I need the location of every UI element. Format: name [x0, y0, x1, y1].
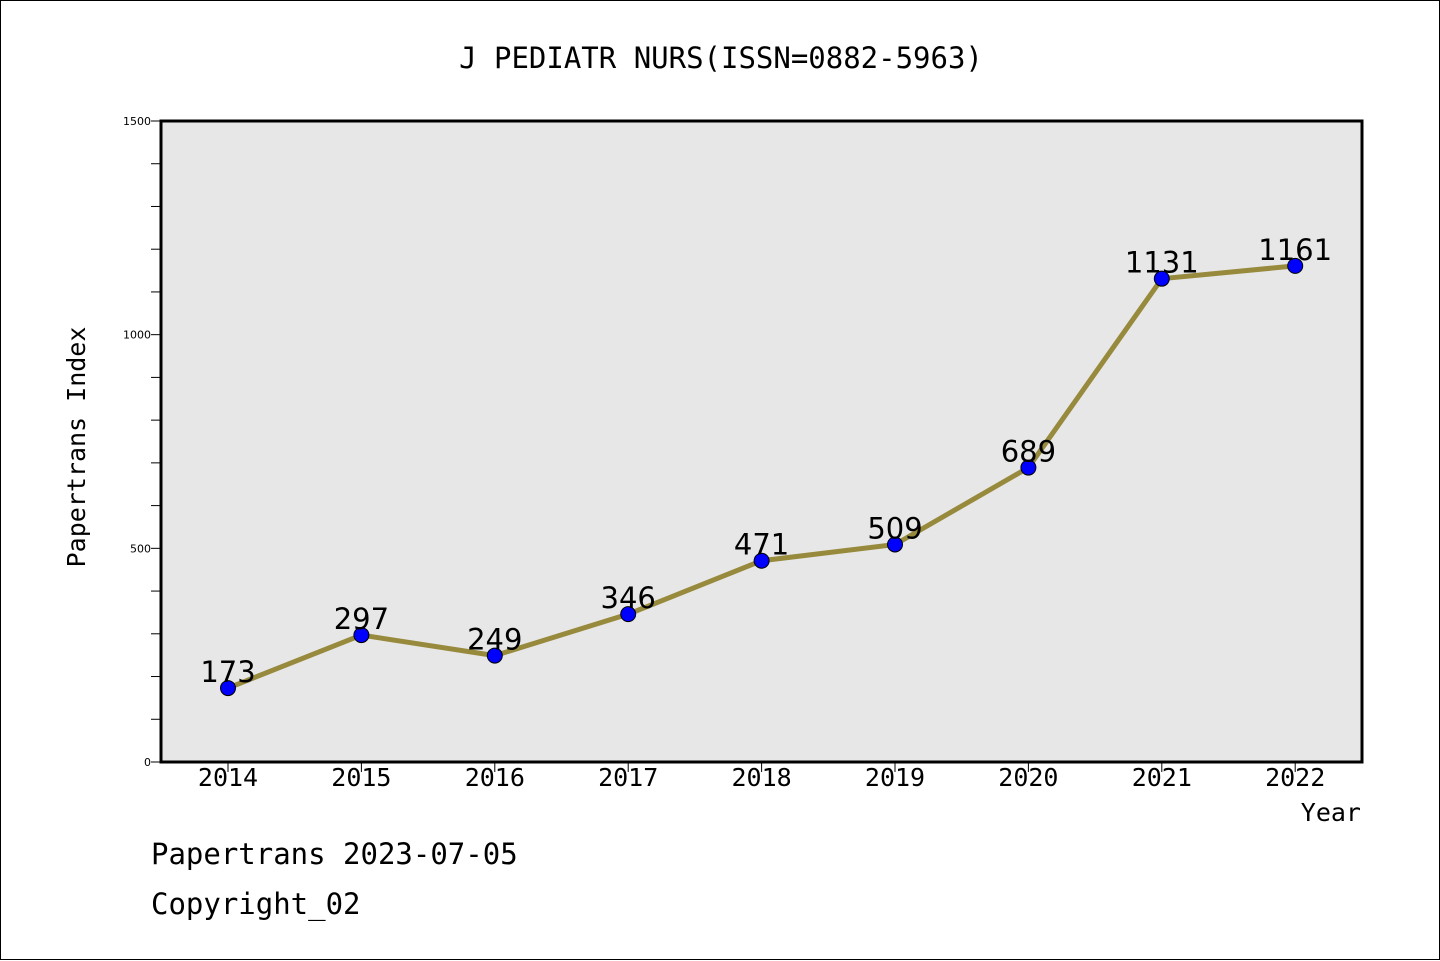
data-point: [1020, 459, 1037, 476]
data-point: [887, 536, 903, 553]
data-point: [753, 552, 770, 569]
y-tick-label: 1500: [123, 115, 151, 128]
data-label: 297: [334, 602, 389, 636]
data-point: [220, 680, 236, 697]
plot-area: [161, 121, 1362, 762]
data-point: [1287, 257, 1304, 274]
y-axis: 0 500 1000 1500: [123, 115, 161, 769]
x-tick-label: 2016: [465, 763, 525, 792]
x-tick-label: 2015: [331, 763, 391, 792]
data-label: 1131: [1125, 246, 1199, 280]
chart-title: J PEDIATR NURS(ISSN=0882-5963): [459, 41, 983, 75]
data-point: [353, 627, 370, 644]
y-tick-label: 1000: [123, 329, 151, 342]
x-tick-label: 2014: [198, 763, 258, 792]
x-axis: 2014 2015 2016 2017 2018 2019 2020 2021 2022: [198, 762, 1325, 792]
data-label: 249: [467, 623, 522, 657]
y-axis-label: Papertrans Index: [62, 327, 91, 568]
data-label: 509: [867, 511, 922, 545]
data-label: 1161: [1258, 233, 1332, 267]
data-label: 471: [734, 528, 789, 562]
y-tick-label: 500: [130, 542, 151, 555]
data-label: 173: [200, 655, 255, 689]
series-markers: [220, 257, 1304, 697]
data-label: 689: [1001, 435, 1056, 469]
x-tick-label: 2017: [598, 763, 658, 792]
x-tick-label: 2020: [998, 763, 1058, 792]
plot-border: [159, 119, 1364, 764]
x-tick-label: 2022: [1265, 763, 1325, 792]
x-tick-label: 2019: [865, 763, 925, 792]
footer-copyright: Copyright_02: [151, 887, 361, 921]
y-tick-label: 0: [144, 756, 151, 769]
data-labels: 173 297 249 346 471 509 689 1131 1161: [200, 233, 1332, 689]
data-point: [1153, 270, 1170, 287]
x-axis-label: Year: [1301, 798, 1361, 827]
data-label: 346: [601, 581, 656, 615]
data-point: [486, 647, 503, 664]
x-tick-label: 2021: [1132, 763, 1192, 792]
x-tick-label: 2018: [731, 763, 791, 792]
footer-date: Papertrans 2023-07-05: [151, 837, 518, 871]
data-point: [620, 606, 637, 623]
